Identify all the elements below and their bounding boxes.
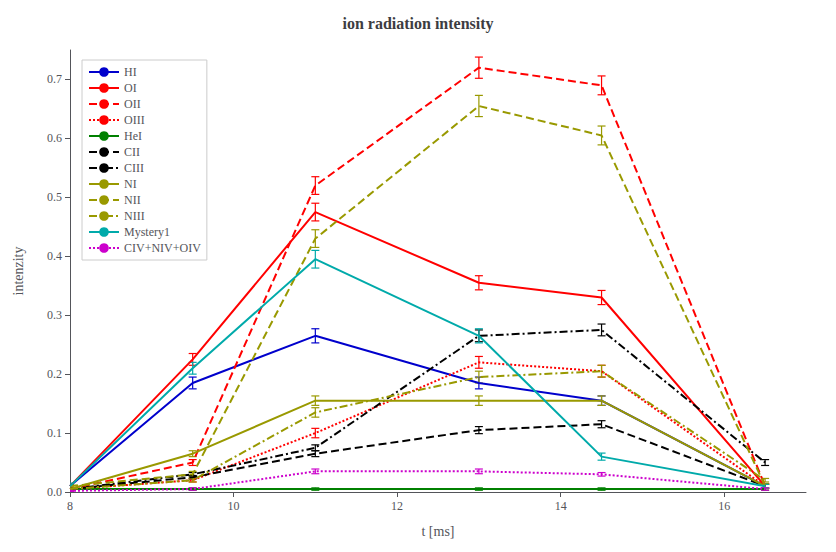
svg-text:OI: OI — [124, 81, 137, 95]
svg-text:HI: HI — [124, 65, 137, 79]
svg-text:CII: CII — [124, 145, 140, 159]
svg-text:0.1: 0.1 — [47, 426, 62, 440]
svg-text:ion radiation intensity: ion radiation intensity — [342, 15, 493, 33]
svg-text:10: 10 — [228, 499, 240, 513]
svg-text:intenzity: intenzity — [11, 247, 26, 296]
svg-text:0.7: 0.7 — [47, 72, 62, 86]
svg-text:NIII: NIII — [124, 209, 145, 223]
svg-text:CIII: CIII — [124, 161, 144, 175]
svg-text:CIV+NIV+OIV: CIV+NIV+OIV — [124, 241, 201, 255]
svg-text:14: 14 — [555, 499, 567, 513]
svg-text:0.5: 0.5 — [47, 190, 62, 204]
svg-text:0.0: 0.0 — [47, 485, 62, 499]
svg-text:Mystery1: Mystery1 — [124, 225, 170, 239]
svg-text:8: 8 — [67, 499, 73, 513]
svg-text:0.3: 0.3 — [47, 308, 62, 322]
svg-text:OII: OII — [124, 97, 141, 111]
svg-text:t [ms]: t [ms] — [421, 524, 454, 539]
svg-text:HeI: HeI — [124, 129, 142, 143]
svg-text:16: 16 — [718, 499, 730, 513]
svg-text:0.6: 0.6 — [47, 131, 62, 145]
svg-text:OIII: OIII — [124, 113, 145, 127]
svg-text:NII: NII — [124, 193, 141, 207]
svg-text:NI: NI — [124, 177, 137, 191]
svg-text:0.4: 0.4 — [47, 249, 62, 263]
svg-text:0.2: 0.2 — [47, 367, 62, 381]
svg-text:12: 12 — [391, 499, 403, 513]
